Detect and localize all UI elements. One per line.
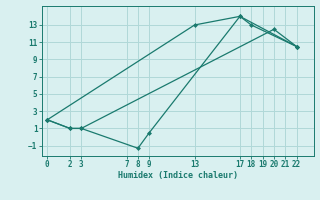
X-axis label: Humidex (Indice chaleur): Humidex (Indice chaleur) xyxy=(118,171,237,180)
